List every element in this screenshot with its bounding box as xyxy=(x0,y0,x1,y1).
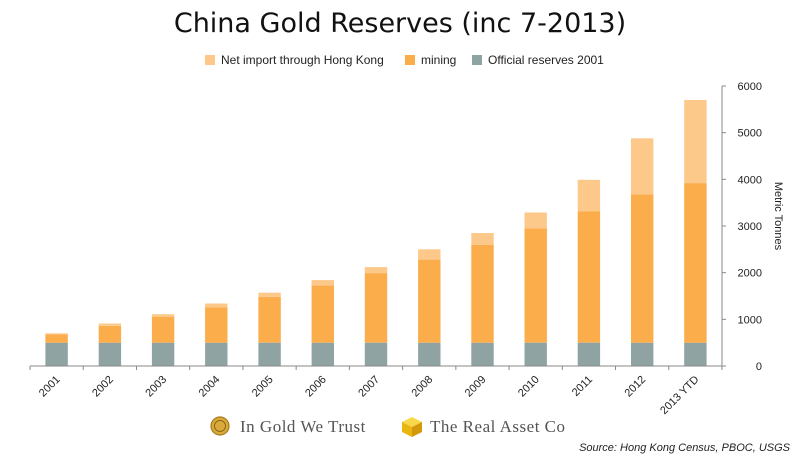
bar-segment xyxy=(418,342,441,366)
bar-segment xyxy=(577,211,601,343)
bar-segment xyxy=(684,100,707,184)
legend-label: mining xyxy=(421,53,456,67)
bar-segment xyxy=(364,342,388,366)
bar-segment xyxy=(98,325,122,343)
x-tick-label: 2003 xyxy=(143,374,169,400)
y-axis-label: Metric Tonnes xyxy=(772,182,784,251)
bar-segment xyxy=(258,342,281,366)
bar-segment xyxy=(205,307,228,343)
bar-segment xyxy=(524,212,547,229)
source-note: Source: Hong Kong Census, PBOC, USGS xyxy=(579,442,791,454)
bar-segment xyxy=(684,342,707,366)
bar-segment xyxy=(577,179,601,212)
bars-layer xyxy=(45,100,707,366)
bar-segment xyxy=(684,183,707,343)
y-tick-label: 6000 xyxy=(738,81,762,93)
bar-segment xyxy=(577,342,601,366)
x-tick-label: 2009 xyxy=(463,374,489,400)
y-tick-label: 4000 xyxy=(738,174,762,186)
bar-segment xyxy=(45,342,68,366)
x-tick-label: 2007 xyxy=(356,374,382,400)
x-tick-label: 2010 xyxy=(516,374,542,400)
bar-segment xyxy=(205,303,228,308)
bar-segment xyxy=(311,280,334,286)
bar-segment xyxy=(311,342,334,366)
bar-segment xyxy=(471,342,494,366)
logo-left-text: In Gold We Trust xyxy=(240,417,366,436)
x-tick-label: 2006 xyxy=(303,374,329,400)
x-axis-ticks: 2001 2002 2003 2004 2005 2006 2007 2008 2009 2010… xyxy=(29,366,723,417)
bar-segment xyxy=(631,342,654,366)
bar-segment xyxy=(151,314,175,317)
bar-segment xyxy=(311,285,334,343)
y-tick-label: 1000 xyxy=(738,314,762,326)
legend-label: Official reserves 2001 xyxy=(488,53,604,67)
x-tick-label: 2012 xyxy=(622,374,648,400)
bar-segment xyxy=(205,342,228,366)
x-tick-label: 2002 xyxy=(90,374,116,400)
legend-swatch xyxy=(205,55,215,65)
y-tick-label: 3000 xyxy=(738,221,762,233)
logo-in-gold-we-trust: In Gold We Trust xyxy=(210,416,366,436)
bar-segment xyxy=(418,259,441,343)
bar-segment xyxy=(471,244,494,343)
bar-segment xyxy=(364,273,388,343)
bar-segment xyxy=(524,228,547,343)
legend-swatch xyxy=(405,55,415,65)
bar-segment xyxy=(258,296,281,343)
bar-segment xyxy=(631,194,654,343)
legend-label: Net import through Hong Kong xyxy=(221,53,384,67)
legend-swatch xyxy=(472,55,482,65)
bar-segment xyxy=(524,342,547,366)
bar-segment xyxy=(631,138,654,195)
x-tick-label: 2011 xyxy=(570,374,595,399)
x-tick-label: 2008 xyxy=(410,374,436,400)
bar-segment xyxy=(151,317,175,343)
x-tick-label: 2004 xyxy=(197,374,223,400)
chart-title: China Gold Reserves (inc 7-2013) xyxy=(174,8,626,39)
coin-rim-icon xyxy=(214,420,226,432)
bar-segment xyxy=(151,342,175,366)
bar-segment xyxy=(364,267,388,274)
bar-segment xyxy=(45,333,68,335)
logo-right-text: The Real Asset Co xyxy=(430,417,566,436)
bar-segment xyxy=(98,342,122,366)
bar-segment xyxy=(471,233,494,245)
bar-segment xyxy=(258,292,281,297)
x-tick-label: 2013 YTD xyxy=(658,374,701,417)
y-axis-ticks: 0 1000 2000 3000 4000 5000 6000 xyxy=(722,81,762,373)
y-tick-label: 2000 xyxy=(738,268,762,280)
legend: Net import through Hong Kong mining Offici… xyxy=(205,53,604,67)
y-tick-label: 5000 xyxy=(738,128,762,140)
bar-segment xyxy=(45,334,68,343)
bar-segment xyxy=(418,249,441,260)
x-tick-label: 2005 xyxy=(250,374,276,400)
y-tick-label: 0 xyxy=(756,361,762,373)
bar-segment xyxy=(98,323,122,326)
x-tick-label: 2001 xyxy=(37,374,63,400)
gold-coin-icon xyxy=(210,416,230,436)
logo-real-asset-co: The Real Asset Co xyxy=(402,417,566,437)
